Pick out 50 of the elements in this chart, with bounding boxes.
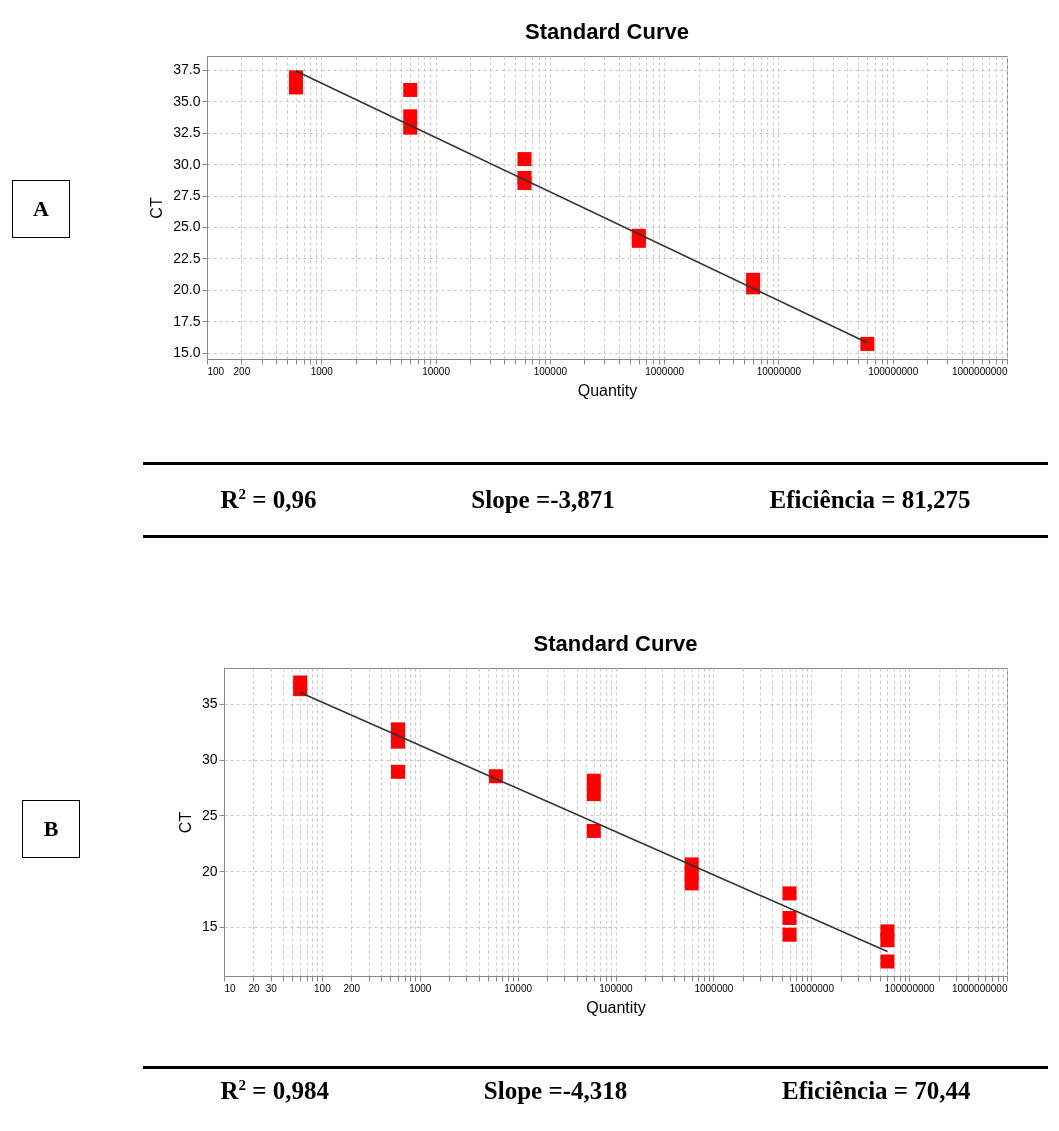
x-tick-label: 100000 <box>533 365 568 377</box>
x-tick-label: 10000 <box>504 982 533 994</box>
x-tick-label: 1000000000 <box>951 982 1008 994</box>
y-tick-label: 27.5 <box>173 187 201 204</box>
y-tick-label: 15 <box>201 918 218 935</box>
chart-title: Standard Curve <box>533 631 698 656</box>
y-tick-label: 15.0 <box>173 344 201 361</box>
y-tick-label: 17.5 <box>173 312 201 329</box>
x-tick-label: 1000000000 <box>951 365 1008 377</box>
x-tick-label: 30 <box>265 982 278 994</box>
x-tick-label: 1000 <box>310 365 334 377</box>
x-tick-label: 10 <box>224 982 237 994</box>
y-tick-label: 25.0 <box>173 218 201 235</box>
x-tick-label: 1000 <box>409 982 432 994</box>
y-tick-label: 25 <box>201 806 218 823</box>
x-tick-label: 200 <box>233 365 251 377</box>
x-axis-title: Quantity <box>586 998 646 1016</box>
text: Eficiência = 70,44 <box>782 1077 971 1105</box>
x-tick-label: 200 <box>343 982 361 994</box>
x-axis-title: Quantity <box>577 381 638 399</box>
text: Slope =-3,871 <box>471 486 615 514</box>
y-axis-title: CT <box>148 197 166 219</box>
x-tick-label: 20 <box>248 982 260 994</box>
text: Slope =-4,318 <box>483 1077 628 1105</box>
x-tick-label: 100000000 <box>868 365 919 377</box>
x-tick-label: 10000000 <box>789 982 835 994</box>
x-tick-label: 100000 <box>599 982 634 994</box>
x-tick-label: 100 <box>314 982 332 994</box>
x-tick-label: 100 <box>207 365 225 377</box>
text: R$^{2}$ = 0,96 <box>220 485 317 515</box>
text: Eficiência = 81,275 <box>769 486 971 514</box>
y-tick-label: 20 <box>201 862 218 879</box>
x-tick-label: 100000000 <box>884 982 936 994</box>
y-tick-label: 30 <box>201 751 218 768</box>
y-axis-title: CT <box>176 811 194 834</box>
y-tick-label: 32.5 <box>173 124 201 141</box>
y-tick-label: 37.5 <box>173 61 201 78</box>
x-tick-label: 1000000 <box>645 365 685 377</box>
text: R$^{2}$ = 0,984 <box>220 1076 329 1106</box>
y-tick-label: 20.0 <box>173 281 201 298</box>
x-tick-label: 10000000 <box>756 365 802 377</box>
y-tick-label: 30.0 <box>173 155 201 172</box>
x-tick-label: 10000 <box>422 365 451 377</box>
x-tick-label: 1000000 <box>694 982 734 994</box>
panel-label-box: B <box>22 800 80 858</box>
y-tick-label: 35.0 <box>173 92 201 109</box>
y-tick-label: 22.5 <box>173 249 201 266</box>
panel-label-box: A <box>12 180 70 238</box>
y-tick-label: 35 <box>201 695 218 712</box>
chart-title: Standard Curve <box>525 19 689 44</box>
